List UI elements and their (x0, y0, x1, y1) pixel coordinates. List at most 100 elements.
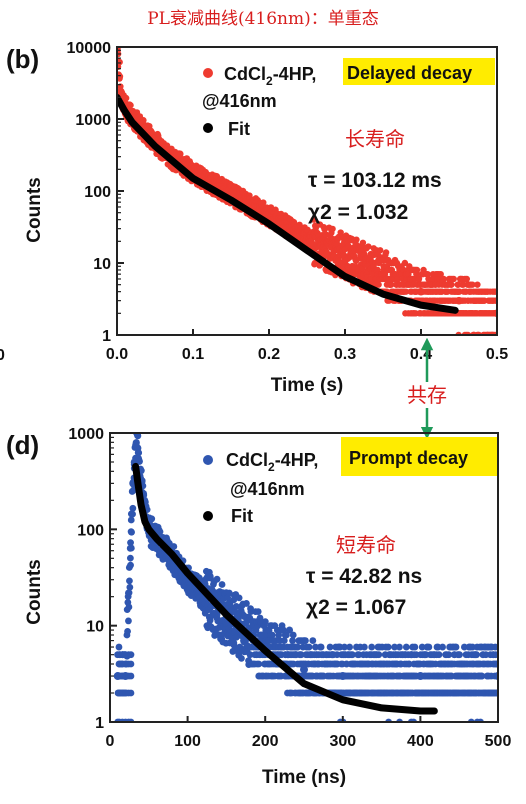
x-tick-label: 300 (329, 733, 356, 750)
data-point (268, 631, 276, 639)
data-point (401, 259, 409, 267)
panel-b-legend-data-marker (203, 68, 213, 78)
coexist-connector: 共存 (403, 337, 451, 440)
panel-b-legend-highlight-box (343, 58, 495, 85)
data-point (127, 651, 135, 659)
data-point (238, 654, 245, 662)
data-point (235, 594, 243, 602)
data-point (326, 643, 334, 651)
data-point (260, 199, 267, 206)
panel-b-annotation-tau: τ = 103.12 ms (308, 169, 442, 192)
data-point (232, 603, 240, 610)
data-point (113, 37, 121, 45)
fit-curve (117, 93, 459, 314)
panel-d-annotation-title: 短寿命 (336, 533, 396, 557)
data-point (127, 689, 135, 697)
fit-curve (132, 462, 438, 715)
data-point (405, 660, 413, 668)
data-point (329, 225, 336, 233)
x-tick-label: 400 (407, 733, 434, 750)
y-tick-label: 1 (95, 715, 104, 732)
panel-d-legend-data-marker (203, 455, 213, 465)
data-point (117, 58, 123, 66)
panel-d-x-ticks: 0 100 200 300 400 500 (106, 716, 512, 750)
panel-d-y-ticks: 1 10 100 1000 (68, 426, 117, 732)
data-point (474, 281, 481, 288)
x-tick-label: 200 (252, 733, 279, 750)
data-point (280, 637, 288, 644)
data-point (302, 637, 309, 644)
data-point (289, 631, 297, 639)
data-point (365, 243, 372, 250)
data-point (127, 544, 135, 552)
x-tick-label: 0.0 (106, 346, 128, 363)
panel-d-legend-data-label: CdCl2-4HP, (226, 450, 318, 474)
panel-d-legend-fit-label: Fit (231, 506, 253, 526)
panel-b-y-axis-label: Counts (24, 177, 45, 242)
data-point (218, 581, 226, 588)
data-point (128, 528, 135, 536)
data-point (478, 672, 485, 680)
data-point (124, 628, 131, 635)
x-tick-label: 100 (174, 733, 201, 750)
data-point (156, 528, 164, 536)
data-point (213, 575, 221, 583)
panel-b-annotation-title: 长寿命 (345, 127, 405, 151)
data-point (396, 643, 403, 651)
data-point (435, 651, 443, 659)
panel-d-legend-highlight-box (341, 437, 497, 476)
panel-d-legend-highlight-text: Prompt decay (349, 448, 468, 468)
data-point (127, 539, 134, 547)
data-point (317, 643, 325, 651)
data-point (437, 270, 444, 278)
data-point (261, 618, 269, 626)
panel-d-plot-area (113, 433, 498, 722)
data-point (148, 515, 156, 523)
data-point (375, 651, 383, 659)
data-point (469, 281, 476, 288)
data-point (440, 275, 447, 283)
data-point (360, 643, 368, 651)
data-point (391, 643, 398, 651)
data-point (289, 637, 296, 644)
x-tick-label: 500 (485, 733, 512, 750)
data-point (388, 281, 395, 288)
panel-d: (d) 0 100 200 300 400 500 1 10 100 1000 Time (ns… (6, 426, 512, 788)
panel-d-annotation-chi: χ2 = 1.067 (306, 596, 406, 619)
y-tick-label: 1000 (75, 112, 111, 129)
data-point (254, 608, 262, 615)
data-point (246, 651, 254, 659)
panel-d-legend-fit-marker (203, 511, 213, 521)
panel-b-legend-fit-marker (203, 123, 213, 133)
panel-b-x-axis-label: Time (s) (271, 375, 344, 396)
data-point (424, 270, 431, 278)
panel-d-annotation-tau: τ = 42.82 ns (306, 565, 422, 588)
data-point (294, 643, 302, 651)
x-tick-label: 0.1 (182, 346, 204, 363)
data-point (310, 216, 317, 223)
data-point (323, 249, 331, 257)
data-point (206, 616, 214, 624)
x-tick-label: 0.4 (410, 346, 432, 363)
data-point (448, 281, 455, 288)
data-point (492, 288, 497, 295)
data-point (134, 433, 142, 440)
x-tick-label: 0 (106, 733, 115, 750)
panel-b: (b) 0 0.0 0.1 0.2 0.3 0.4 0.5 1 10 100 1000 10000… (0, 37, 508, 396)
panel-d-legend-wavelength: @416nm (230, 479, 305, 499)
data-point (170, 543, 178, 550)
y-tick-label: 100 (84, 184, 111, 201)
data-point (341, 643, 348, 651)
data-point (129, 504, 137, 512)
data-point (136, 458, 143, 465)
y-tick-label: 1000 (68, 426, 104, 443)
data-point (297, 651, 305, 659)
data-point (377, 247, 384, 254)
data-point (127, 102, 134, 109)
data-point (125, 617, 132, 625)
data-point (140, 117, 147, 124)
panel-d-axes-frame (109, 432, 499, 723)
y-tick-label: 10 (86, 619, 104, 636)
y-tick-label: 1 (102, 328, 111, 345)
panel-b-annotation-chi: χ2 = 1.032 (308, 201, 408, 224)
